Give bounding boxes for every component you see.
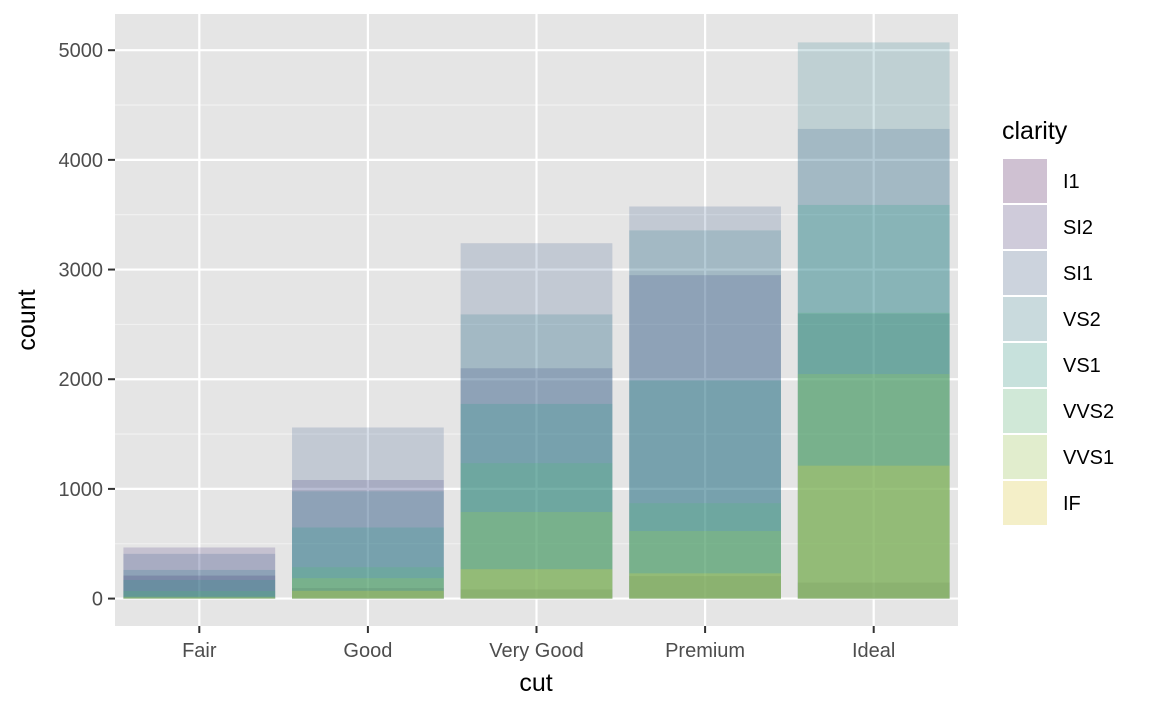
x-tick-label: Very Good xyxy=(489,640,584,662)
legend-key-si2 xyxy=(1003,205,1047,249)
bar-si2-premium xyxy=(629,275,781,599)
bar-vvs1-very-good xyxy=(460,512,613,599)
bar-vvs2-very-good xyxy=(460,463,613,599)
legend-title: clarity xyxy=(1002,117,1068,145)
bar-vs1-premium xyxy=(629,380,781,599)
bar-vvs1-ideal xyxy=(797,374,950,599)
bar-vs1-ideal xyxy=(797,204,950,599)
y-tick-label: 4000 xyxy=(59,150,104,172)
bar-vs1-good xyxy=(292,527,444,599)
x-tick-label: Ideal xyxy=(852,640,895,662)
legend-key-bg xyxy=(1003,297,1047,341)
legend-key-vs1 xyxy=(1003,343,1047,387)
legend-label-vs1: VS1 xyxy=(1063,355,1101,377)
bar-vvs1-premium xyxy=(629,531,781,599)
bar-i1-very-good xyxy=(460,589,613,599)
legend-label-si2: SI2 xyxy=(1063,217,1093,239)
y-tick-label: 5000 xyxy=(59,40,104,62)
legend-label-i1: I1 xyxy=(1063,171,1080,193)
y-axis: 0 1000 2000 3000 4000 5000 xyxy=(59,40,115,611)
bar-if-ideal xyxy=(797,465,950,599)
bar-si1-fair xyxy=(123,553,276,599)
legend-label-if: IF xyxy=(1063,493,1081,515)
bar-si1-premium xyxy=(629,206,781,599)
x-tick-label: Fair xyxy=(182,640,217,662)
bar-si2-good xyxy=(292,480,444,599)
bar-si1-ideal xyxy=(797,128,950,599)
bar-vs2-premium xyxy=(629,230,781,599)
legend-key-si1 xyxy=(1003,251,1047,295)
bar-i1-fair xyxy=(123,575,276,599)
bar-i1-ideal xyxy=(797,582,950,599)
y-tick-label: 2000 xyxy=(59,369,104,391)
legend-key-if xyxy=(1003,481,1047,525)
legend-key-bg xyxy=(1003,389,1047,433)
bar-i1-premium xyxy=(629,576,781,599)
legend-label-si1: SI1 xyxy=(1063,263,1093,285)
bar-si2-very-good xyxy=(460,368,613,599)
bar-vvs2-ideal xyxy=(797,312,950,599)
bar-vvs2-good xyxy=(292,567,444,599)
bar-if-premium xyxy=(629,573,781,599)
bar-if-fair xyxy=(123,597,276,599)
bar-si2-ideal xyxy=(797,313,950,599)
x-axis-title: cut xyxy=(519,669,552,697)
bar-vvs2-fair xyxy=(123,591,276,599)
bar-vs2-ideal xyxy=(797,42,950,599)
y-tick-label: 3000 xyxy=(59,260,104,282)
legend-key-vvs1 xyxy=(1003,435,1047,479)
legend-label-vs2: VS2 xyxy=(1063,309,1101,331)
bar-vs2-fair xyxy=(123,569,276,599)
x-tick-label: Premium xyxy=(665,640,745,662)
bar-if-good xyxy=(292,590,444,599)
legend-items: I1 SI2 SI1 VS2 VS1 VVS2 VVS1 IF xyxy=(1003,159,1114,525)
legend-label-vvs2: VVS2 xyxy=(1063,401,1114,423)
y-tick-label: 1000 xyxy=(59,479,104,501)
legend-key-vvs2 xyxy=(1003,389,1047,433)
legend-key-bg xyxy=(1003,481,1047,525)
bar-vs2-good xyxy=(292,491,444,599)
bar-si1-good xyxy=(292,427,444,599)
legend-key-i1 xyxy=(1003,159,1047,203)
bar-vvs1-good xyxy=(292,578,444,599)
bar-vs2-very-good xyxy=(460,314,613,599)
legend-key-bg xyxy=(1003,435,1047,479)
x-axis: Fair Good Very Good Premium Ideal xyxy=(182,626,895,662)
bar-vs1-fair xyxy=(123,579,276,599)
legend-key-bg xyxy=(1003,205,1047,249)
bar-if-very-good xyxy=(460,569,613,599)
x-tick-label: Good xyxy=(343,640,392,662)
legend-key-bg xyxy=(1003,159,1047,203)
bars-layer xyxy=(123,42,950,599)
bar-vvs2-premium xyxy=(629,503,781,599)
y-tick-label: 0 xyxy=(92,589,103,611)
bar-vs1-very-good xyxy=(460,403,613,599)
legend-label-vvs1: VVS1 xyxy=(1063,447,1114,469)
bar-si1-very-good xyxy=(460,243,613,599)
legend-key-bg xyxy=(1003,343,1047,387)
bar-vvs1-fair xyxy=(123,596,276,599)
legend-key-vs2 xyxy=(1003,297,1047,341)
legend-key-bg xyxy=(1003,251,1047,295)
bar-si2-fair xyxy=(123,547,276,599)
legend: clarity I1 SI2 SI1 VS2 VS1 VVS2 VVS1 IF xyxy=(1002,117,1114,525)
major-gridlines xyxy=(115,14,958,626)
y-axis-title: count xyxy=(13,289,41,350)
bar-i1-good xyxy=(292,588,444,599)
